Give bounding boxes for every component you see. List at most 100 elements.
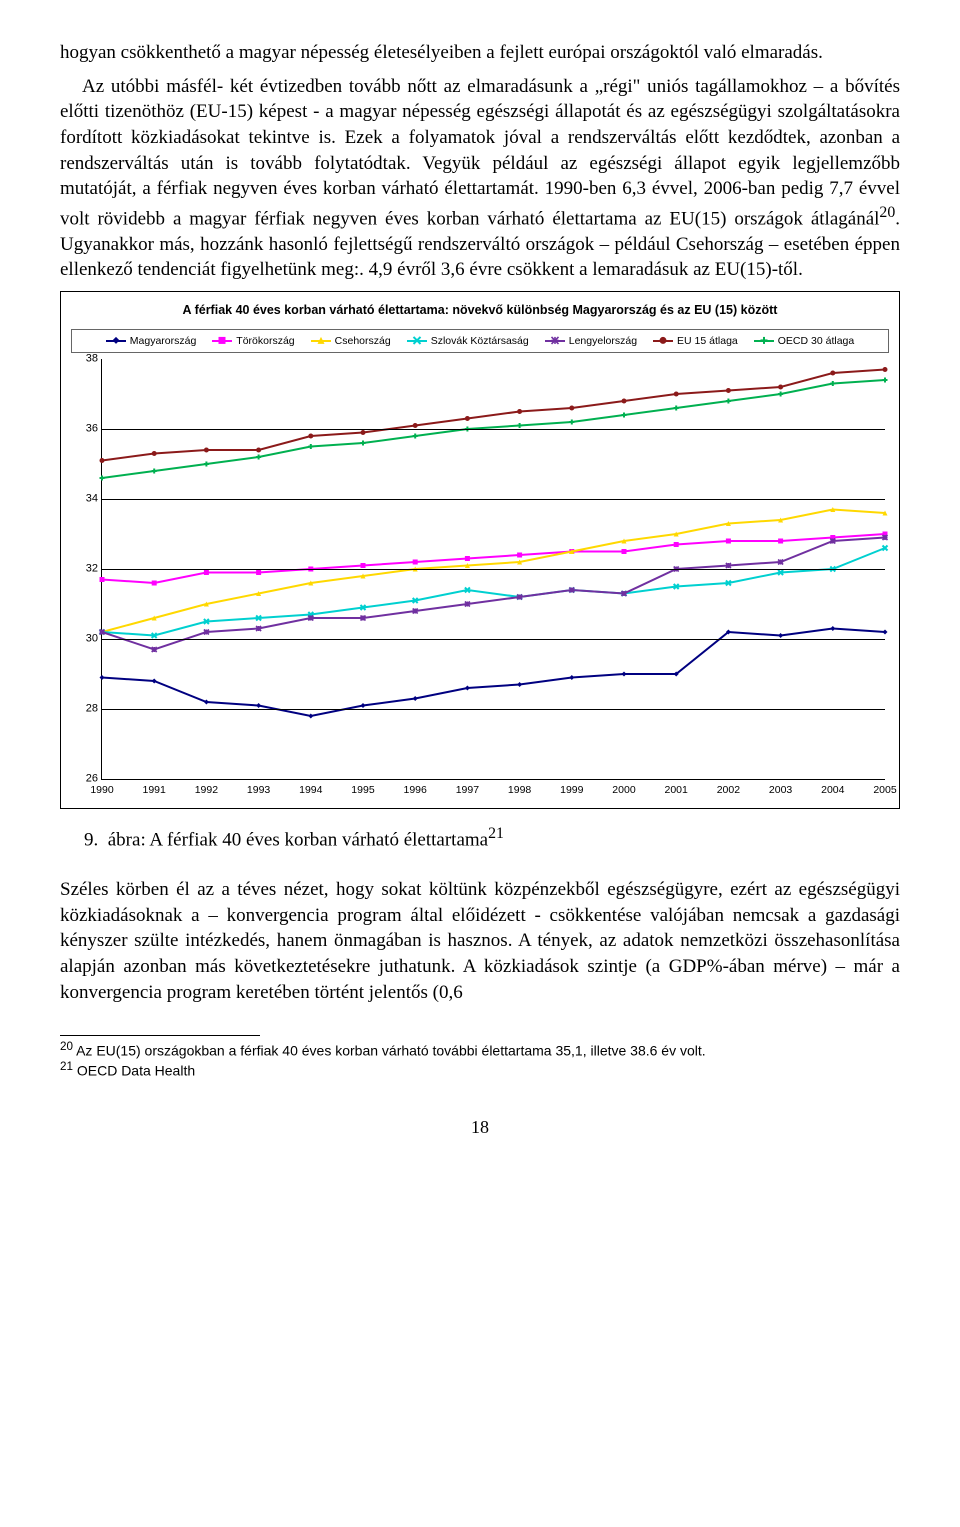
series-marker (465, 556, 470, 561)
series-marker (517, 409, 522, 414)
y-tick: 36 (74, 422, 98, 437)
x-tick: 1998 (508, 783, 531, 797)
series-marker (778, 392, 783, 397)
series-line-csehország (102, 510, 885, 633)
paragraph-3: Széles körben él az a téves nézet, hogy … (60, 877, 900, 1005)
series-marker (622, 672, 627, 677)
figure-caption: 9. ábra: A férfiak 40 éves korban várhat… (84, 823, 900, 853)
series-marker (778, 539, 783, 544)
footnote-20: 20 Az EU(15) országokban a férfiak 40 év… (60, 1040, 900, 1060)
series-marker (830, 539, 835, 544)
series-marker (830, 371, 835, 376)
series-marker (622, 399, 627, 404)
series-marker (622, 591, 627, 596)
chart-title: A férfiak 40 éves korban várható élettar… (71, 302, 889, 319)
series-marker (256, 455, 261, 460)
y-tick: 30 (74, 632, 98, 647)
series-marker (100, 458, 105, 463)
series-marker (361, 563, 366, 568)
x-tick: 1996 (404, 783, 427, 797)
series-marker (152, 451, 157, 456)
series-marker (256, 570, 261, 575)
x-tick: 1992 (195, 783, 218, 797)
y-tick: 28 (74, 702, 98, 717)
series-marker (778, 633, 783, 638)
series-marker (308, 616, 313, 621)
legend-item-magyarország: Magyarország (106, 334, 197, 348)
series-marker (256, 703, 261, 708)
page-number: 18 (60, 1115, 900, 1139)
series-marker (465, 602, 470, 607)
series-marker (517, 595, 522, 600)
series-marker (465, 686, 470, 691)
series-marker (830, 381, 835, 386)
series-marker (152, 581, 157, 586)
x-tick: 2002 (717, 783, 740, 797)
footnote-21: 21 OECD Data Health (60, 1060, 900, 1080)
series-marker (256, 626, 261, 631)
series-marker (100, 577, 105, 582)
series-marker (569, 675, 574, 680)
series-line-szlovák-köztársaság (102, 548, 885, 636)
footnote-ref-20: 20 (879, 204, 895, 221)
footnote-21-text: OECD Data Health (73, 1063, 195, 1079)
legend-item-oecd-30-átlaga: OECD 30 átlaga (754, 334, 854, 348)
y-tick: 34 (74, 492, 98, 507)
y-tick: 32 (74, 562, 98, 577)
series-marker (465, 416, 470, 421)
series-marker (674, 542, 679, 547)
x-tick: 1993 (247, 783, 270, 797)
x-tick: 1995 (351, 783, 374, 797)
series-marker (308, 714, 313, 719)
series-marker (517, 682, 522, 687)
series-marker (308, 434, 313, 439)
para2-a: Az utóbbi másfél- két évtizedben tovább … (60, 76, 900, 230)
series-marker (152, 469, 157, 474)
series-marker (830, 626, 835, 631)
x-tick: 1991 (143, 783, 166, 797)
series-marker (883, 535, 888, 540)
series-marker (517, 423, 522, 428)
footnote-20-text: Az EU(15) országokban a férfiak 40 éves … (73, 1043, 706, 1059)
series-marker (204, 462, 209, 467)
footnote-21-marker: 21 (60, 1060, 73, 1073)
series-marker (413, 423, 418, 428)
paragraph-1: hogyan csökkenthető a magyar népesség él… (60, 40, 900, 66)
series-marker (204, 570, 209, 575)
series-line-magyarország (102, 629, 885, 717)
series-marker (361, 703, 366, 708)
series-marker (726, 539, 731, 544)
series-marker (413, 560, 418, 565)
series-marker (361, 441, 366, 446)
series-marker (883, 367, 888, 372)
series-marker (256, 448, 261, 453)
series-marker (674, 406, 679, 411)
series-marker (308, 444, 313, 449)
series-marker (100, 630, 105, 635)
x-tick: 1999 (560, 783, 583, 797)
series-marker (100, 476, 105, 481)
series-marker (726, 399, 731, 404)
chart-legend: MagyarországTörökországCsehországSzlovák… (71, 329, 889, 353)
series-marker (361, 616, 366, 621)
series-marker (569, 406, 574, 411)
series-marker (622, 549, 627, 554)
legend-item-szlovák-köztársaság: Szlovák Köztársaság (407, 334, 529, 348)
series-marker (569, 420, 574, 425)
footnote-ref-21: 21 (488, 825, 504, 842)
series-marker (883, 630, 888, 635)
x-tick: 2000 (612, 783, 635, 797)
x-tick: 1990 (90, 783, 113, 797)
footnote-20-marker: 20 (60, 1040, 73, 1053)
legend-item-lengyelország: Lengyelország (545, 334, 637, 348)
footnote-divider (60, 1035, 260, 1036)
legend-item-csehország: Csehország (311, 334, 391, 348)
caption-text: ábra: A férfiak 40 éves korban várható é… (108, 829, 488, 850)
x-tick: 2003 (769, 783, 792, 797)
series-marker (726, 563, 731, 568)
series-marker (883, 378, 888, 383)
series-marker (622, 413, 627, 418)
series-marker (413, 609, 418, 614)
x-tick: 2004 (821, 783, 844, 797)
caption-number: 9. (84, 829, 98, 850)
